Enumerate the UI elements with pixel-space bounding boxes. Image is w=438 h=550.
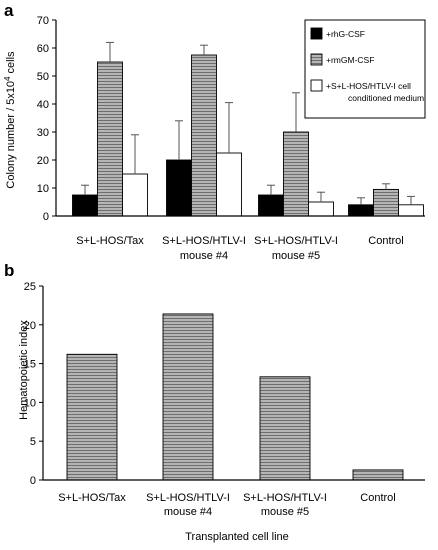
legend-entry-a: +rhG-CSF bbox=[326, 29, 365, 39]
legend-swatch-a bbox=[310, 79, 323, 92]
bar-a bbox=[216, 152, 242, 217]
bar-a bbox=[308, 201, 334, 217]
bar-a bbox=[166, 159, 192, 217]
y-tick-label-b: 25 bbox=[24, 281, 36, 293]
bar-b bbox=[352, 469, 404, 481]
bar-a bbox=[348, 204, 374, 217]
y-tick-label-b: 20 bbox=[24, 320, 36, 332]
bar-a bbox=[373, 188, 399, 217]
bar-a bbox=[191, 54, 217, 217]
y-tick-label-a: 20 bbox=[37, 155, 49, 167]
category-label-a: S+L-HOS/Tax bbox=[76, 235, 144, 247]
bar-b bbox=[259, 376, 311, 481]
category-label-b: S+L-HOS/HTLV-I bbox=[146, 492, 230, 504]
bar-b bbox=[162, 313, 214, 481]
y-tick-label-a: 30 bbox=[37, 127, 49, 139]
y-tick-label-b: 5 bbox=[30, 436, 36, 448]
category-label-a: S+L-HOS/HTLV-I bbox=[254, 235, 338, 247]
legend-swatch-a bbox=[310, 27, 323, 40]
legend-entry-a: +rmGM-CSF bbox=[326, 55, 374, 65]
category-label-a: mouse #5 bbox=[272, 250, 320, 262]
bar-a bbox=[398, 204, 424, 217]
panel-b-label: b bbox=[4, 261, 14, 280]
legend-box-a bbox=[304, 19, 426, 119]
legend-entry-a: conditioned medium bbox=[348, 93, 424, 103]
bar-a bbox=[258, 194, 284, 217]
bar-a bbox=[72, 194, 98, 217]
panel-b: b 0 5 10 15 20 25 S+L-HOS/Tax S+L-HOS/HTLV-I mo… bbox=[4, 261, 425, 543]
legend-entry-a: +S+L-HOS/HTLV-I cell bbox=[326, 81, 411, 91]
category-label-b: mouse #4 bbox=[164, 506, 212, 518]
x-axis-label-b: Transplanted cell line bbox=[185, 531, 289, 543]
legend-swatch-a bbox=[310, 53, 323, 66]
y-tick-label-a: 70 bbox=[37, 15, 49, 27]
category-label-b: mouse #5 bbox=[261, 506, 309, 518]
y-tick-label-a: 0 bbox=[43, 211, 49, 223]
y-tick-label-a: 50 bbox=[37, 71, 49, 83]
category-label-b: S+L-HOS/HTLV-I bbox=[243, 492, 327, 504]
category-label-a: Control bbox=[368, 235, 403, 247]
category-label-a: S+L-HOS/HTLV-I bbox=[162, 235, 246, 247]
legend-a: +rhG-CSF +rmGM-CSF +S+L-HOS/HTLV-I cell con… bbox=[304, 19, 426, 119]
y-axis-label-a: Colony number / 5x104 cells bbox=[3, 51, 17, 189]
y-tick-label-b: 10 bbox=[24, 397, 36, 409]
category-label-b: Control bbox=[360, 492, 395, 504]
category-label-b: S+L-HOS/Tax bbox=[58, 492, 126, 504]
panel-a: a 0 10 20 30 40 50 60 70 S+L-HOS/Tax S+L-HOS/HTL… bbox=[3, 1, 426, 262]
y-axis-label-b: Hematopoietic index bbox=[18, 320, 30, 420]
bar-a bbox=[122, 173, 148, 217]
y-tick-label-a: 60 bbox=[37, 43, 49, 55]
panel-a-label: a bbox=[4, 1, 14, 20]
bar-a bbox=[97, 61, 123, 217]
bar-b bbox=[66, 353, 118, 481]
bar-a bbox=[283, 131, 309, 217]
y-tick-label-a: 10 bbox=[37, 183, 49, 195]
y-tick-label-b: 15 bbox=[24, 359, 36, 371]
category-label-a: mouse #4 bbox=[180, 250, 228, 262]
y-tick-label-a: 40 bbox=[37, 99, 49, 111]
y-tick-label-b: 0 bbox=[30, 475, 36, 487]
